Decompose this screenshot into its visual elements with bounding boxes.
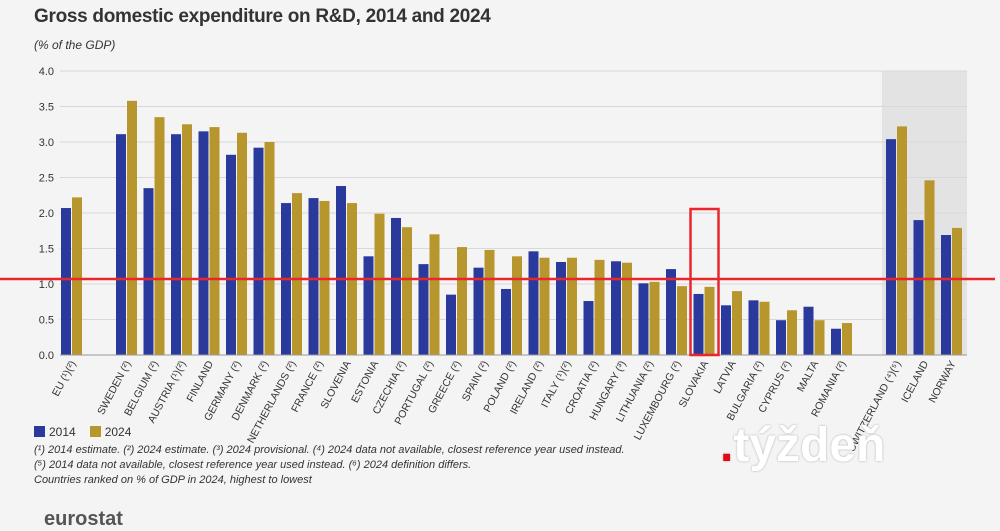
bar-2014	[501, 288, 511, 355]
bar-2014	[336, 186, 346, 355]
bar-2014	[143, 188, 154, 355]
bar-2024	[292, 193, 302, 355]
bar-2014	[528, 251, 539, 355]
bar-2014	[693, 293, 704, 355]
bar-2024	[924, 180, 935, 355]
x-tick-label: NORWAY	[927, 359, 959, 405]
bar-2024	[457, 247, 467, 355]
bar-2014	[253, 147, 264, 355]
y-tick-label: 3.0	[39, 137, 54, 149]
bar-2024	[622, 262, 632, 355]
bar-2014	[226, 154, 236, 355]
bar-2024	[842, 323, 852, 355]
x-tick-label: EU (¹)(²)	[50, 359, 79, 399]
bar-2024	[209, 127, 220, 355]
bar-2014	[611, 261, 621, 355]
bar-2024	[567, 257, 577, 355]
bar-2024	[154, 117, 165, 356]
bar-2014	[913, 220, 924, 355]
bar-2014	[446, 294, 456, 355]
y-tick-label: 1.0	[39, 279, 54, 291]
x-tick-label: SPAIN (²)	[460, 359, 491, 404]
bar-2024	[732, 291, 742, 355]
bar-2024	[484, 249, 495, 355]
bar-2014	[363, 256, 374, 355]
bar-2014	[941, 235, 951, 355]
bar-2024	[374, 213, 385, 355]
y-tick-label: 3.5	[39, 102, 54, 114]
bar-2024	[429, 234, 440, 355]
bar-2024	[952, 227, 962, 355]
bar-2024	[182, 124, 192, 355]
tyzden-watermark: .týždeň	[720, 419, 886, 472]
bar-2014	[666, 269, 676, 355]
bar-2024	[787, 310, 797, 355]
bar-2024	[649, 281, 660, 355]
bar-2024	[594, 259, 605, 355]
highlight-box	[689, 207, 720, 357]
bar-2024	[72, 197, 82, 355]
bar-2014	[638, 283, 649, 355]
y-axis-unit: (% of the GDP)	[34, 38, 116, 52]
bar-2014	[831, 328, 841, 355]
legend-label: 2024	[104, 425, 132, 439]
bar-2014	[171, 134, 181, 355]
bar-2014	[116, 134, 126, 355]
bar-2014	[886, 139, 896, 355]
bar-2024	[539, 257, 550, 355]
y-tick-label: 1.5	[39, 244, 54, 256]
chart-title: Gross domestic expenditure on R&D, 2014 …	[34, 6, 491, 27]
bar-2014	[776, 320, 786, 355]
bar-2024	[512, 256, 522, 355]
y-tick-label: 2.5	[39, 173, 54, 185]
watermark-text: týždeň	[733, 419, 886, 472]
x-tick-label: MALTA	[795, 359, 821, 394]
y-tick-label: 0.5	[39, 315, 54, 327]
bar-2024	[264, 142, 275, 355]
bar-2024	[402, 227, 412, 355]
eurostat-logo: eurostat	[44, 508, 123, 530]
bar-2014	[308, 198, 319, 355]
legend-2014: 2014	[34, 425, 76, 439]
bar-2014	[473, 267, 484, 355]
legend-label: 2014	[49, 425, 76, 439]
footnote: Countries ranked on % of GDP in 2024, hi…	[34, 474, 312, 486]
bar-2014	[721, 305, 731, 355]
bar-2014	[391, 217, 401, 355]
bar-2024	[237, 132, 247, 355]
bar-2014	[748, 300, 759, 355]
legend-2024: 2024	[89, 425, 132, 439]
bar-2024	[677, 286, 687, 355]
bar-2014	[198, 131, 209, 355]
bar-2014	[583, 301, 594, 355]
bar-2024	[127, 100, 137, 355]
bar-2024	[897, 126, 907, 355]
legend: 2014 2024	[34, 425, 131, 439]
x-tick-label: LATVIA	[711, 359, 738, 396]
bar-2014	[61, 208, 71, 355]
footnote: (⁵) 2014 data not available, closest ref…	[34, 459, 472, 471]
bar-2014	[803, 306, 814, 355]
bar-2024	[704, 286, 715, 355]
y-tick-label: 0.0	[39, 350, 54, 362]
bar-2024	[814, 320, 825, 355]
footnote: (¹) 2014 estimate. (²) 2024 estimate. (³…	[34, 444, 625, 456]
y-tick-label: 2.0	[39, 208, 54, 220]
bar-2014	[556, 261, 566, 355]
bar-2024	[759, 301, 770, 355]
bar-2014	[418, 264, 429, 355]
y-tick-label: 4.0	[39, 66, 54, 78]
